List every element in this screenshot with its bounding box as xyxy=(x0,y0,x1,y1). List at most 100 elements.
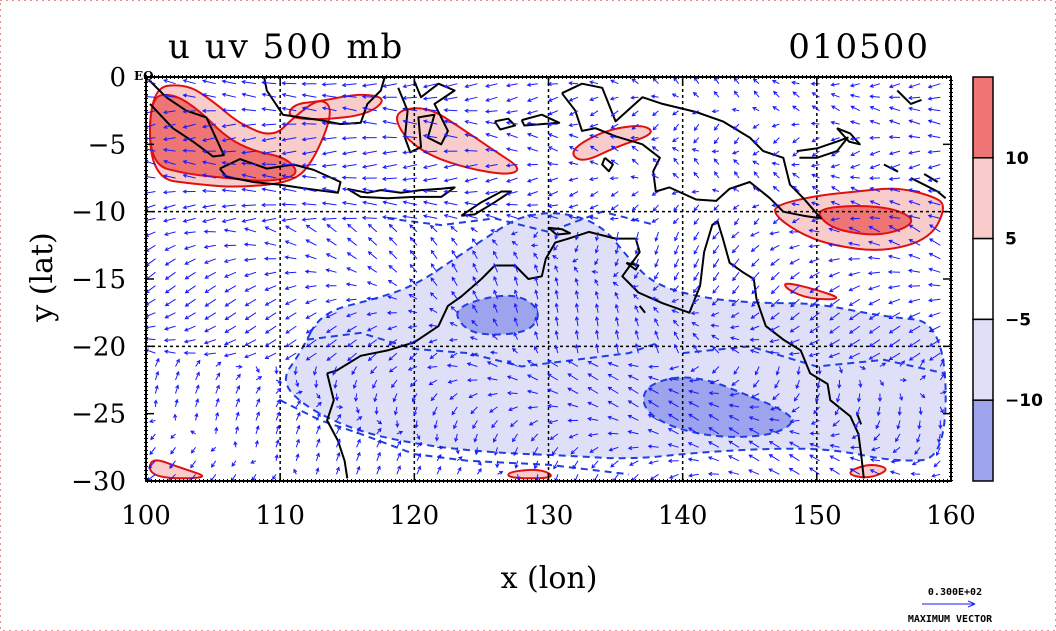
wind-vector-856 xyxy=(466,362,478,367)
wind-vector-215 xyxy=(443,149,458,154)
wind-vector-481 xyxy=(164,244,176,251)
wind-vector-409 xyxy=(321,216,337,222)
wind-vector-39 xyxy=(927,83,941,89)
wind-vector-375 xyxy=(443,200,458,206)
wind-vector-1140 xyxy=(553,460,559,470)
wind-vector-663 xyxy=(614,291,619,300)
wind-vector-330 xyxy=(341,187,357,192)
wind-vector-950 xyxy=(750,393,760,399)
wind-vector-671 xyxy=(770,298,780,308)
wind-vector-309 xyxy=(733,170,740,179)
wind-vector-952 xyxy=(793,393,800,402)
wind-vector-1151 xyxy=(768,454,780,462)
wind-vector-1098 xyxy=(513,447,519,457)
wind-vector-36 xyxy=(869,83,881,88)
wind-vector-1061 xyxy=(568,433,579,439)
wind-vector-394 xyxy=(830,200,840,206)
wind-vector-1115 xyxy=(849,445,860,450)
wind-vector-488 xyxy=(305,239,317,246)
wind-vector-1199 xyxy=(931,473,941,478)
wind-vector-702 xyxy=(594,303,600,313)
wind-vector-463 xyxy=(614,231,619,242)
wind-vector-1000 xyxy=(149,419,156,424)
wind-vector-1141 xyxy=(572,460,579,470)
wind-vector-386 xyxy=(673,204,679,212)
wind-vector-151 xyxy=(771,123,780,128)
wind-vector-693 xyxy=(407,309,418,314)
wind-vector-705 xyxy=(653,306,659,314)
wind-vector-164 xyxy=(221,137,237,143)
wind-vector-887 xyxy=(295,379,300,388)
wind-vector-706 xyxy=(671,309,679,314)
wind-vector-273 xyxy=(810,163,820,168)
wind-vector-707 xyxy=(690,310,699,316)
wind-vector-997 xyxy=(897,406,902,416)
wind-vector-37 xyxy=(888,83,901,89)
wind-vector-1174 xyxy=(436,465,442,475)
wind-vector-267 xyxy=(693,157,700,165)
wind-vector-319 xyxy=(927,177,941,183)
wind-vector-443 xyxy=(203,229,216,234)
wind-vector-519 xyxy=(928,238,941,246)
wind-vector-536 xyxy=(472,250,478,260)
wind-vector-202 xyxy=(182,148,196,153)
wind-vector-408 xyxy=(301,217,317,222)
wind-vector-504 xyxy=(634,245,639,255)
wind-vector-853 xyxy=(407,366,418,371)
wind-vector-627 xyxy=(692,285,700,294)
wind-vector-159 xyxy=(927,119,941,125)
wind-vector-99 xyxy=(526,110,538,115)
wind-vector-1143 xyxy=(610,460,619,468)
wind-vector-613 xyxy=(409,278,418,287)
wind-vector-1104 xyxy=(627,445,639,451)
wind-vector-966 xyxy=(275,398,281,408)
wind-vector-187 xyxy=(693,137,700,144)
wind-vector-589 xyxy=(732,271,740,282)
wind-vector-158 xyxy=(908,119,921,125)
y-axis-eq-suffix: EQ xyxy=(134,69,154,83)
wind-vector-431 xyxy=(772,218,780,225)
wind-vector-732 xyxy=(387,325,398,331)
wind-vector-968 xyxy=(316,401,322,408)
wind-vector-631 xyxy=(770,285,780,295)
wind-vector-169 xyxy=(321,136,337,141)
wind-vector-368 xyxy=(301,201,317,206)
wind-vector-919 xyxy=(939,373,946,381)
wind-vector-391 xyxy=(771,203,780,208)
wind-vector-1095 xyxy=(455,447,460,455)
wind-vector-291 xyxy=(361,176,377,181)
wind-vector-1088 xyxy=(315,438,321,448)
wind-vector-449 xyxy=(326,224,337,233)
wind-vector-875 xyxy=(859,365,867,370)
wind-vector-342 xyxy=(589,191,599,197)
wind-vector-808 xyxy=(305,352,317,361)
wind-vector-32 xyxy=(791,80,800,85)
wind-vector-584 xyxy=(634,272,639,280)
wind-vector-698 xyxy=(513,302,519,313)
wind-vector-790 xyxy=(749,337,760,342)
wind-vector-1111 xyxy=(768,440,780,448)
wind-vector-540 xyxy=(552,255,559,260)
wind-vector-114 xyxy=(830,105,840,112)
wind-vector-155 xyxy=(849,120,860,125)
wind-vector-1119 xyxy=(935,447,941,457)
wind-vector-21 xyxy=(568,81,579,86)
wind-vector-193 xyxy=(811,137,820,143)
wind-vector-300 xyxy=(547,177,559,183)
wind-vector-561 xyxy=(164,271,176,280)
wind-vector-392 xyxy=(791,202,800,207)
wind-vector-417 xyxy=(485,213,498,219)
wind-vector-548 xyxy=(713,258,720,269)
wind-vector-106 xyxy=(672,110,679,116)
wind-vector-1118 xyxy=(914,447,921,455)
wind-vector-745 xyxy=(654,317,659,327)
wind-vector-1148 xyxy=(707,456,720,462)
wind-vector-116 xyxy=(869,105,881,112)
wind-vector-108 xyxy=(711,109,719,114)
wind-vector-1079 xyxy=(937,433,942,444)
wind-vector-222 xyxy=(589,145,599,152)
wind-vector-896 xyxy=(466,378,478,383)
wind-vector-840 xyxy=(154,357,160,367)
wind-vector-204 xyxy=(221,149,236,155)
